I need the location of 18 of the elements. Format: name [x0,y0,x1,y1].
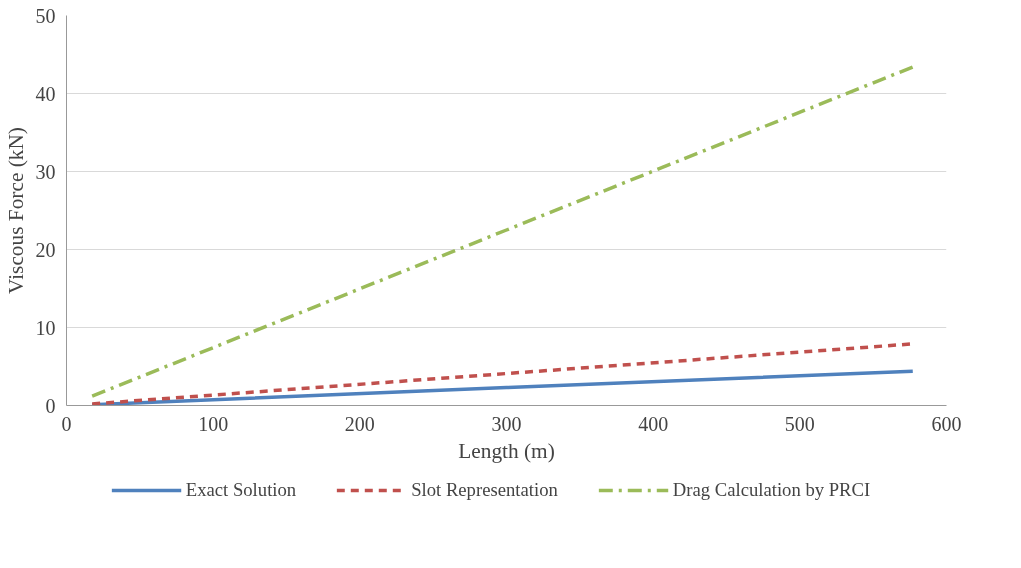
y-tick-label: 30 [35,160,56,183]
y-tick-label: 40 [35,82,56,105]
x-tick-label: 100 [198,412,229,435]
x-tick-label: 400 [638,412,669,435]
legend-label: Slot Representation [411,479,558,501]
legend-label: Drag Calculation by PRCI [672,479,871,501]
y-tick-label: 20 [35,238,56,261]
x-axis-title: Length (m) [458,438,555,463]
x-tick-label: 0 [61,412,72,435]
legend-label: Exact Solution [185,479,297,501]
x-tick-label: 200 [344,412,375,435]
x-tick-label: 300 [491,412,522,435]
x-tick-label: 600 [931,412,962,435]
y-tick-label: 0 [45,394,56,417]
y-axis-title: Viscous Force (kN) [3,127,28,294]
y-tick-label: 10 [35,316,56,339]
x-tick-label: 500 [784,412,815,435]
y-tick-label: 50 [35,4,56,27]
